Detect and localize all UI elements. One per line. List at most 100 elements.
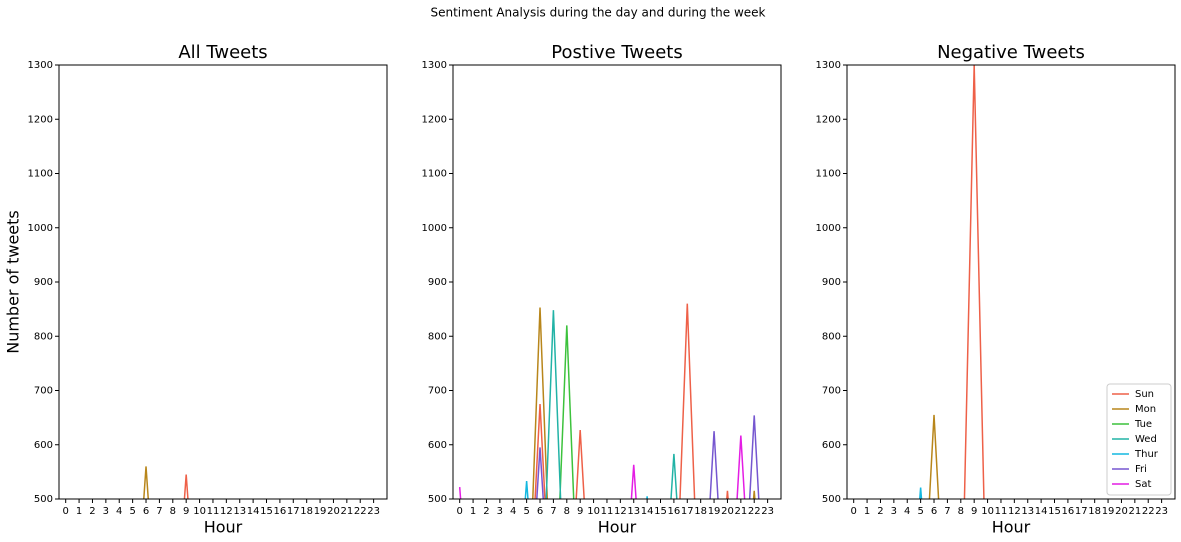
x-tick-label: 5 (523, 506, 529, 517)
x-tick-label: 3 (103, 506, 109, 517)
x-tick-label: 20 (327, 506, 340, 517)
x-tick-label: 19 (708, 506, 721, 517)
series-line (536, 415, 760, 499)
x-tick-label: 10 (981, 506, 994, 517)
y-tick-label: 1200 (422, 114, 447, 125)
x-tick-label: 6 (931, 506, 937, 517)
y-tick-label: 1100 (816, 169, 841, 180)
x-tick-label: 5 (129, 506, 135, 517)
y-tick-label: 800 (822, 331, 841, 342)
x-tick-label: 2 (483, 506, 489, 517)
y-tick-label: 1100 (422, 169, 447, 180)
x-tick-label: 18 (1088, 506, 1101, 517)
y-axis-label: Number of tweets (4, 210, 23, 354)
x-tick-label: 21 (340, 506, 353, 517)
y-tick-label: 900 (428, 277, 447, 288)
x-tick-label: 18 (694, 506, 707, 517)
legend-label: Mon (1135, 404, 1156, 415)
x-tick-label: 9 (577, 506, 583, 517)
legend-label: Fri (1135, 464, 1147, 475)
y-tick-label: 500 (428, 494, 447, 505)
x-tick-label: 1 (470, 506, 476, 517)
x-tick-label: 13 (627, 506, 640, 517)
x-tick-label: 17 (287, 506, 300, 517)
x-tick-label: 9 (183, 506, 189, 517)
x-tick-label: 0 (457, 506, 463, 517)
x-tick-label: 7 (944, 506, 950, 517)
axes-frame (846, 64, 1176, 500)
y-tick-label: 1200 (816, 114, 841, 125)
x-tick-label: 12 (220, 506, 233, 517)
x-tick-label: 1 (76, 506, 82, 517)
x-tick-label: 20 (1115, 506, 1128, 517)
legend-label: Sun (1135, 389, 1154, 400)
y-tick-label: 600 (428, 440, 447, 451)
y-tick-label: 500 (34, 494, 53, 505)
legend-label: Sat (1135, 479, 1151, 490)
y-tick-label: 500 (822, 494, 841, 505)
x-tick-label: 1 (864, 506, 870, 517)
x-tick-label: 8 (958, 506, 964, 517)
x-axis-label: Hour (204, 518, 243, 537)
x-tick-label: 23 (1155, 506, 1168, 517)
x-tick-label: 10 (193, 506, 206, 517)
x-tick-label: 3 (891, 506, 897, 517)
x-tick-label: 23 (367, 506, 380, 517)
x-tick-label: 13 (1021, 506, 1034, 517)
x-tick-label: 8 (564, 506, 570, 517)
x-tick-label: 22 (748, 506, 761, 517)
x-tick-label: 2 (877, 506, 883, 517)
y-tick-label: 700 (822, 386, 841, 397)
x-tick-label: 22 (1142, 506, 1155, 517)
x-tick-label: 11 (601, 506, 614, 517)
y-tick-label: 1300 (28, 60, 53, 71)
figure-title: Sentiment Analysis during the day and du… (431, 6, 766, 20)
x-tick-label: 6 (537, 506, 543, 517)
subplot-title: Negative Tweets (937, 42, 1085, 63)
x-tick-label: 22 (354, 506, 367, 517)
axes-frame (452, 64, 782, 500)
x-tick-label: 17 (681, 506, 694, 517)
x-tick-label: 13 (233, 506, 246, 517)
x-tick-label: 4 (116, 506, 122, 517)
x-tick-label: 12 (614, 506, 627, 517)
x-tick-label: 16 (1062, 506, 1075, 517)
x-tick-label: 0 (851, 506, 857, 517)
x-tick-label: 15 (654, 506, 667, 517)
y-tick-label: 1300 (816, 60, 841, 71)
y-tick-label: 1300 (422, 60, 447, 71)
y-tick-label: 900 (34, 277, 53, 288)
x-tick-label: 9 (971, 506, 977, 517)
x-tick-label: 19 (1102, 506, 1115, 517)
y-tick-label: 1000 (816, 223, 841, 234)
x-tick-label: 11 (995, 506, 1008, 517)
x-tick-label: 21 (1128, 506, 1141, 517)
x-tick-label: 8 (170, 506, 176, 517)
x-tick-label: 7 (156, 506, 162, 517)
y-tick-label: 600 (34, 440, 53, 451)
y-tick-label: 900 (822, 277, 841, 288)
y-tick-label: 1000 (28, 223, 53, 234)
subplot-title: Postive Tweets (551, 42, 682, 63)
y-tick-label: 1100 (28, 169, 53, 180)
x-tick-label: 0 (63, 506, 69, 517)
x-tick-label: 14 (247, 506, 260, 517)
x-tick-label: 15 (1048, 506, 1061, 517)
y-tick-label: 1200 (28, 114, 53, 125)
legend-label: Wed (1135, 434, 1157, 445)
x-tick-label: 23 (761, 506, 774, 517)
x-tick-label: 4 (510, 506, 516, 517)
x-tick-label: 17 (1075, 506, 1088, 517)
y-tick-label: 800 (428, 331, 447, 342)
axes-frame (58, 64, 388, 500)
x-tick-label: 3 (497, 506, 503, 517)
x-tick-label: 18 (300, 506, 313, 517)
x-tick-label: 12 (1008, 506, 1021, 517)
x-tick-label: 15 (260, 506, 273, 517)
x-tick-label: 16 (668, 506, 681, 517)
y-tick-label: 700 (34, 386, 53, 397)
legend-label: Thur (1134, 449, 1159, 460)
